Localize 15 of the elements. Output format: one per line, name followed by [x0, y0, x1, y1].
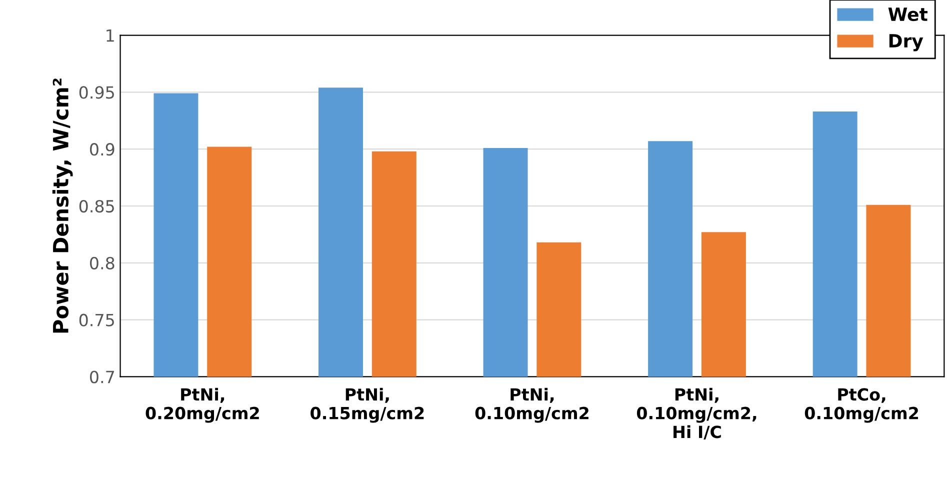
y-tick-label: 1: [106, 29, 114, 42]
y-tick-label: 0.95: [79, 86, 114, 99]
x-tick-label: PtNi, 0.10mg/cm2: [475, 388, 588, 423]
legend-label: Wet: [888, 8, 928, 22]
legend-label: Dry: [889, 34, 924, 52]
y-axis-title: Power Density, W/cm²: [52, 78, 73, 333]
x-tick-label: PtNi, 0.10mg/cm2, Hi I/C: [636, 388, 756, 440]
y-tick-label: 0.75: [79, 314, 114, 326]
x-tick-label: PtNi, 0.15mg/cm2: [310, 388, 424, 423]
y-tick-label: 0.9: [90, 143, 114, 156]
x-tick-label: PtNi, 0.20mg/cm2: [146, 388, 259, 423]
y-tick-label: 0.8: [90, 256, 114, 270]
y-tick-label: 0.85: [79, 200, 114, 213]
y-tick-label: 0.7: [90, 370, 114, 384]
x-tick-label: PtCo, 0.10mg/cm2: [804, 388, 918, 423]
